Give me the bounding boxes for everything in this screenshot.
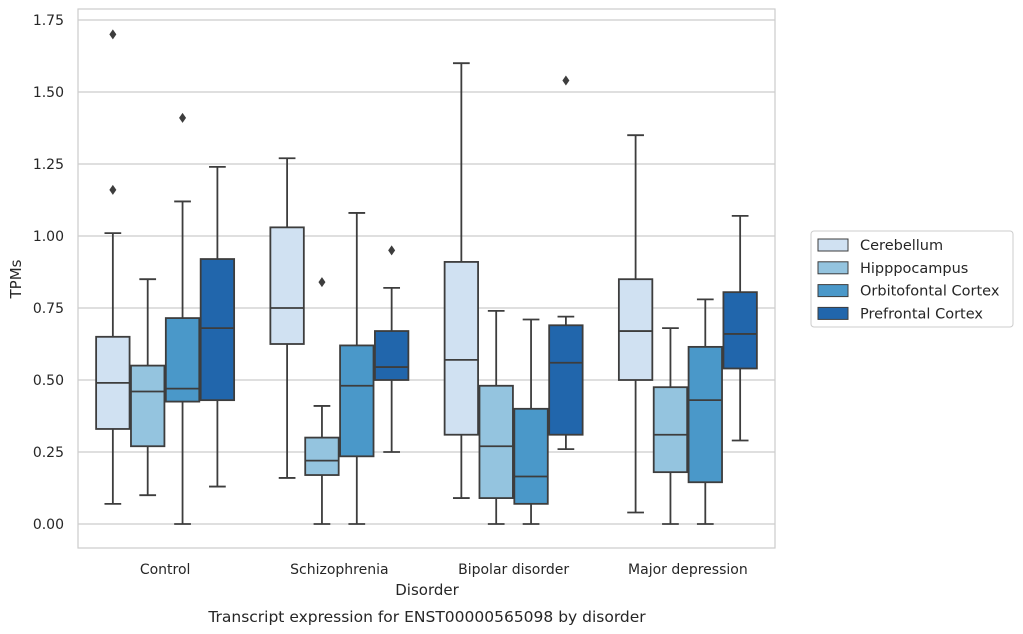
legend-swatch xyxy=(817,284,849,298)
y-tick-label: 0.25 xyxy=(33,445,64,461)
legend-label: Orbitofontal Cortex xyxy=(860,284,1000,300)
box-prefrontal-cortex-control xyxy=(199,165,236,488)
y-tick-label: 1.00 xyxy=(33,229,64,245)
box-body xyxy=(269,226,305,345)
x-axis-label: Disorder xyxy=(395,581,459,599)
legend-label: Prefrontal Cortex xyxy=(860,306,983,322)
box-prefrontal-cortex-schizophrenia xyxy=(374,245,410,453)
y-tick-label: 0.50 xyxy=(33,373,64,389)
legend-frame xyxy=(810,230,1014,328)
box-body xyxy=(304,436,340,476)
box-body xyxy=(722,291,758,370)
box-body xyxy=(478,384,514,499)
y-tick-label: 0.75 xyxy=(33,301,64,317)
box-body xyxy=(199,258,236,402)
box-body xyxy=(548,324,584,436)
x-tick-labels: Control Schizophrenia Bipolar disorder Majo… xyxy=(140,562,748,578)
box-body xyxy=(164,317,201,403)
box-cerebellum-bipolar-disorder xyxy=(443,62,479,499)
plot-area xyxy=(77,8,776,549)
chart-caption: Transcript expression for ENST0000056509… xyxy=(207,608,646,626)
legend-label: Hipppocampus xyxy=(860,261,968,277)
box-body xyxy=(130,364,166,448)
box-body xyxy=(652,386,689,474)
x-tick-label: Major depression xyxy=(628,562,748,578)
legend-label: Cerebellum xyxy=(860,238,943,254)
box-orbitofontal-cortex-control xyxy=(164,112,201,525)
box-series-group xyxy=(95,29,758,525)
box-hipppocampus-schizophrenia xyxy=(304,277,340,525)
x-tick-label: Bipolar disorder xyxy=(458,562,569,578)
box-body xyxy=(443,261,479,436)
legend-swatch xyxy=(817,238,849,252)
box-hipppocampus-bipolar-disorder xyxy=(478,309,514,525)
outlier-point xyxy=(562,75,570,86)
y-axis-label: TPMs xyxy=(7,259,25,299)
box-hipppocampus-major-depression xyxy=(652,327,689,525)
y-tick-label: 1.25 xyxy=(33,157,64,173)
box-prefrontal-cortex-major-depression xyxy=(722,214,758,442)
y-tick-label: 1.50 xyxy=(33,85,64,101)
box-orbitofontal-cortex-major-depression xyxy=(687,298,723,525)
box-body xyxy=(513,407,549,505)
outlier-point xyxy=(179,112,187,123)
box-cerebellum-major-depression xyxy=(617,134,654,514)
y-tick-label: 0.00 xyxy=(33,517,64,533)
x-tick-label: Schizophrenia xyxy=(290,562,388,578)
legend-swatch xyxy=(817,261,849,275)
x-tick-label: Control xyxy=(140,562,191,578)
outlier-point xyxy=(109,29,117,40)
box-body xyxy=(374,330,410,381)
box-prefrontal-cortex-bipolar-disorder xyxy=(548,75,584,451)
legend-swatch xyxy=(817,306,849,320)
box-orbitofontal-cortex-schizophrenia xyxy=(339,212,375,525)
box-cerebellum-control xyxy=(95,29,131,505)
outlier-point xyxy=(318,277,326,288)
box-cerebellum-schizophrenia xyxy=(269,157,305,479)
outlier-point xyxy=(109,184,117,195)
box-orbitofontal-cortex-bipolar-disorder xyxy=(513,318,549,525)
box-body xyxy=(687,345,723,484)
y-tick-label: 1.75 xyxy=(33,13,64,29)
box-body xyxy=(339,344,375,458)
y-tick-labels: 0.00 0.25 0.50 0.75 1.00 1.25 1.50 1.75 xyxy=(33,13,64,533)
outlier-point xyxy=(388,245,396,256)
box-hipppocampus-control xyxy=(130,278,166,497)
legend: Cerebellum Hipppocampus Orbitofontal Corte… xyxy=(810,230,1014,328)
box-body xyxy=(617,278,654,381)
